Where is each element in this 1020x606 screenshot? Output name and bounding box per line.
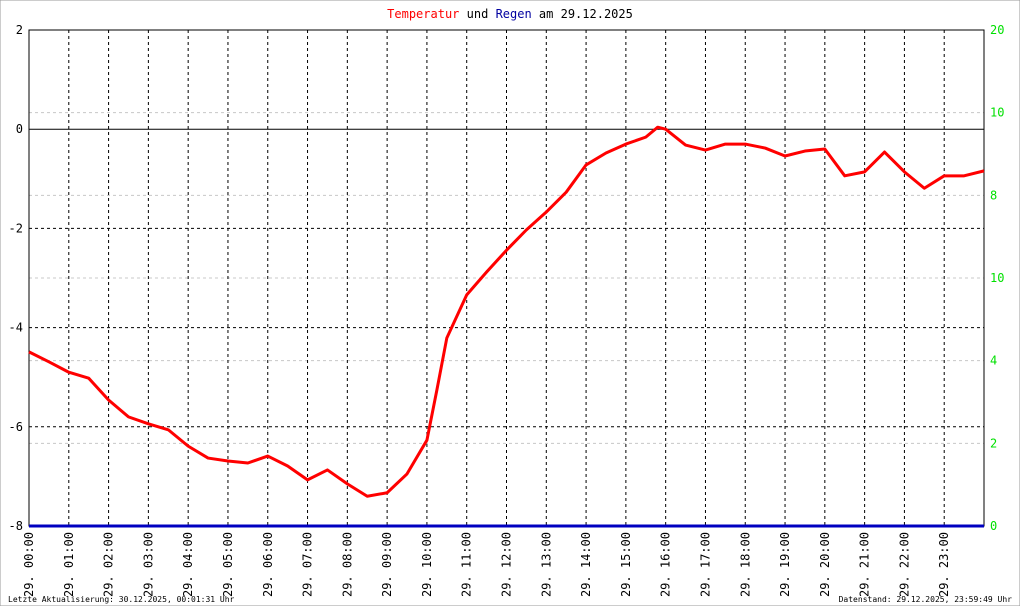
- x-tick-label: 29. 16:00: [659, 532, 673, 597]
- y2-tick-label: 10: [990, 106, 1004, 120]
- y-tick-label: 0: [16, 122, 23, 136]
- title-part: Regen: [496, 7, 532, 21]
- x-tick-label: 29. 20:00: [818, 532, 832, 597]
- y2-tick-label: 10: [990, 271, 1004, 285]
- x-tick-label: 29. 01:00: [62, 532, 76, 597]
- title-part: am 29.12.2025: [539, 7, 633, 21]
- x-tick-label: 29. 15:00: [619, 532, 633, 597]
- y-tick-label: 2: [16, 23, 23, 37]
- x-tick-label: 29. 04:00: [181, 532, 195, 597]
- x-tick-label: 29. 12:00: [500, 532, 514, 597]
- y2-tick-label: 20: [990, 23, 1004, 37]
- x-tick-label: 29. 10:00: [420, 532, 434, 597]
- x-tick-label: 29. 23:00: [937, 532, 951, 597]
- footer-right: Datenstand: 29.12.2025, 23:59:49 Uhr: [839, 595, 1013, 604]
- x-tick-label: 29. 02:00: [102, 532, 116, 597]
- x-tick-label: 29. 13:00: [539, 532, 553, 597]
- y2-tick-label: 8: [990, 188, 997, 202]
- x-tick-label: 29. 14:00: [579, 532, 593, 597]
- x-tick-label: 29. 09:00: [380, 532, 394, 597]
- x-tick-label: 29. 21:00: [858, 532, 872, 597]
- x-tick-label: 29. 03:00: [141, 532, 155, 597]
- x-tick-label: 29. 19:00: [778, 532, 792, 597]
- y2-tick-label: 0: [990, 519, 997, 533]
- x-tick-label: 29. 11:00: [460, 532, 474, 597]
- x-tick-label: 29. 00:00: [22, 532, 36, 597]
- x-tick-label: 29. 22:00: [897, 532, 911, 597]
- chart-title: Temperatur und Regen am 29.12.2025: [387, 7, 633, 21]
- x-tick-label: 29. 18:00: [738, 532, 752, 597]
- y-tick-label: -6: [9, 420, 23, 434]
- title-part: und: [467, 7, 489, 21]
- x-tick-label: 29. 07:00: [301, 532, 315, 597]
- x-tick-label: 29. 17:00: [698, 532, 712, 597]
- title-part: Temperatur: [387, 7, 459, 21]
- y2-tick-label: 4: [990, 354, 997, 368]
- x-tick-label: 29. 05:00: [221, 532, 235, 597]
- y-tick-label: -2: [9, 221, 23, 235]
- x-tick-label: 29. 06:00: [261, 532, 275, 597]
- y2-tick-label: 2: [990, 436, 997, 450]
- x-tick-label: 29. 08:00: [340, 532, 354, 597]
- y-tick-label: -4: [9, 321, 23, 335]
- series-line: [28, 125, 985, 498]
- y-tick-label: -8: [9, 519, 23, 533]
- footer-left: Letzte Aktualisierung: 30.12.2025, 00:01…: [8, 595, 235, 604]
